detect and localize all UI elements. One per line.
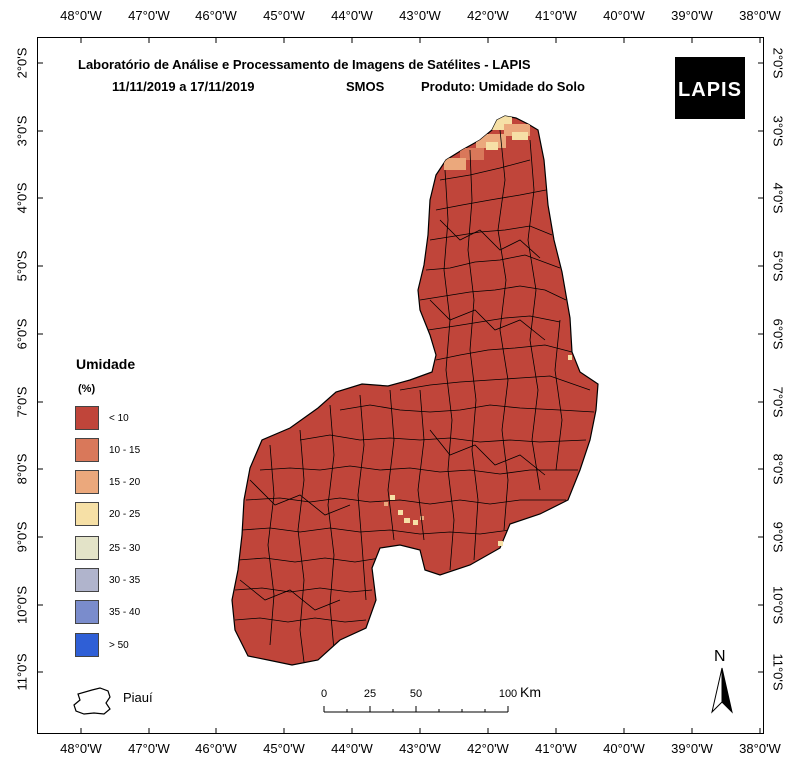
legend-item: 30 - 35 bbox=[75, 568, 140, 592]
lon-tick-bottom: 46°0'W bbox=[195, 741, 237, 756]
inset-label: Piauí bbox=[123, 690, 153, 705]
legend-label: 15 - 20 bbox=[109, 476, 141, 488]
lon-tick-bottom: 43°0'W bbox=[399, 741, 441, 756]
legend-swatch bbox=[75, 600, 99, 624]
legend-label: 10 - 15 bbox=[109, 444, 141, 456]
lon-tick-top: 41°0'W bbox=[535, 8, 577, 23]
lon-tick-bottom: 38°0'W bbox=[739, 741, 781, 756]
lapis-logo: LAPIS bbox=[675, 57, 745, 119]
lon-tick-bottom: 39°0'W bbox=[671, 741, 713, 756]
legend-swatch bbox=[75, 568, 99, 592]
map-product: Produto: Umidade do Solo bbox=[421, 79, 585, 94]
south-moisture-pixels bbox=[384, 355, 572, 546]
lon-tick-top: 45°0'W bbox=[263, 8, 305, 23]
legend-label: > 50 bbox=[109, 639, 129, 651]
map-period: 11/11/2019 a 17/11/2019 bbox=[112, 79, 255, 94]
legend-label: 35 - 40 bbox=[109, 606, 141, 618]
scale-label: 50 bbox=[409, 688, 423, 700]
lon-tick-bottom: 44°0'W bbox=[331, 741, 373, 756]
scale-label: 25 bbox=[363, 688, 377, 700]
map-title: Laboratório de Análise e Processamento d… bbox=[78, 57, 531, 72]
north-arrow-icon bbox=[711, 667, 733, 714]
legend-label: 25 - 30 bbox=[109, 542, 141, 554]
map-sensor: SMOS bbox=[346, 79, 385, 94]
scale-bar bbox=[323, 706, 509, 713]
legend-item: 25 - 30 bbox=[75, 536, 140, 560]
lon-tick-bottom: 41°0'W bbox=[535, 741, 577, 756]
municipality-boundaries bbox=[234, 129, 595, 663]
legend-label: 30 - 35 bbox=[109, 574, 141, 586]
legend-title: Umidade bbox=[76, 356, 136, 372]
legend-swatch bbox=[75, 438, 99, 462]
legend-item: 20 - 25 bbox=[75, 502, 140, 526]
lon-tick-top: 39°0'W bbox=[671, 8, 713, 23]
lon-tick-top: 44°0'W bbox=[331, 8, 373, 23]
lon-tick-top: 42°0'W bbox=[467, 8, 509, 23]
legend-swatch bbox=[75, 502, 99, 526]
lon-tick-top: 38°0'W bbox=[739, 8, 781, 23]
legend-item: 35 - 40 bbox=[75, 600, 140, 624]
legend-swatch bbox=[75, 633, 99, 657]
scale-label: 100 bbox=[498, 688, 518, 700]
scale-unit: Km bbox=[520, 684, 541, 700]
lon-tick-top: 43°0'W bbox=[399, 8, 441, 23]
lon-tick-bottom: 40°0'W bbox=[603, 741, 645, 756]
lon-tick-bottom: 42°0'W bbox=[467, 741, 509, 756]
piaui-state-area bbox=[231, 115, 599, 666]
legend-swatch bbox=[75, 536, 99, 560]
lon-tick-top: 46°0'W bbox=[195, 8, 237, 23]
lon-tick-bottom: 45°0'W bbox=[263, 741, 305, 756]
lapis-logo-text: LAPIS bbox=[678, 79, 742, 101]
lon-tick-top: 47°0'W bbox=[128, 8, 170, 23]
coastal-moisture-pixels bbox=[444, 116, 530, 170]
piaui-inset-icon bbox=[73, 687, 111, 715]
lon-tick-bottom: 48°0'W bbox=[60, 741, 102, 756]
lon-tick-top: 48°0'W bbox=[60, 8, 102, 23]
north-label: N bbox=[714, 648, 726, 665]
scale-label: 0 bbox=[320, 688, 328, 700]
legend-item: < 10 bbox=[75, 406, 129, 430]
legend-label: < 10 bbox=[109, 412, 129, 424]
legend-swatch bbox=[75, 406, 99, 430]
legend-item: 10 - 15 bbox=[75, 438, 140, 462]
frame-tick-marks bbox=[37, 37, 764, 734]
lon-tick-top: 40°0'W bbox=[603, 8, 645, 23]
lon-tick-bottom: 47°0'W bbox=[128, 741, 170, 756]
legend-swatch bbox=[75, 470, 99, 494]
legend-item: 15 - 20 bbox=[75, 470, 140, 494]
legend-unit: (%) bbox=[78, 383, 96, 395]
legend-item: > 50 bbox=[75, 633, 129, 657]
legend-label: 20 - 25 bbox=[109, 508, 141, 520]
